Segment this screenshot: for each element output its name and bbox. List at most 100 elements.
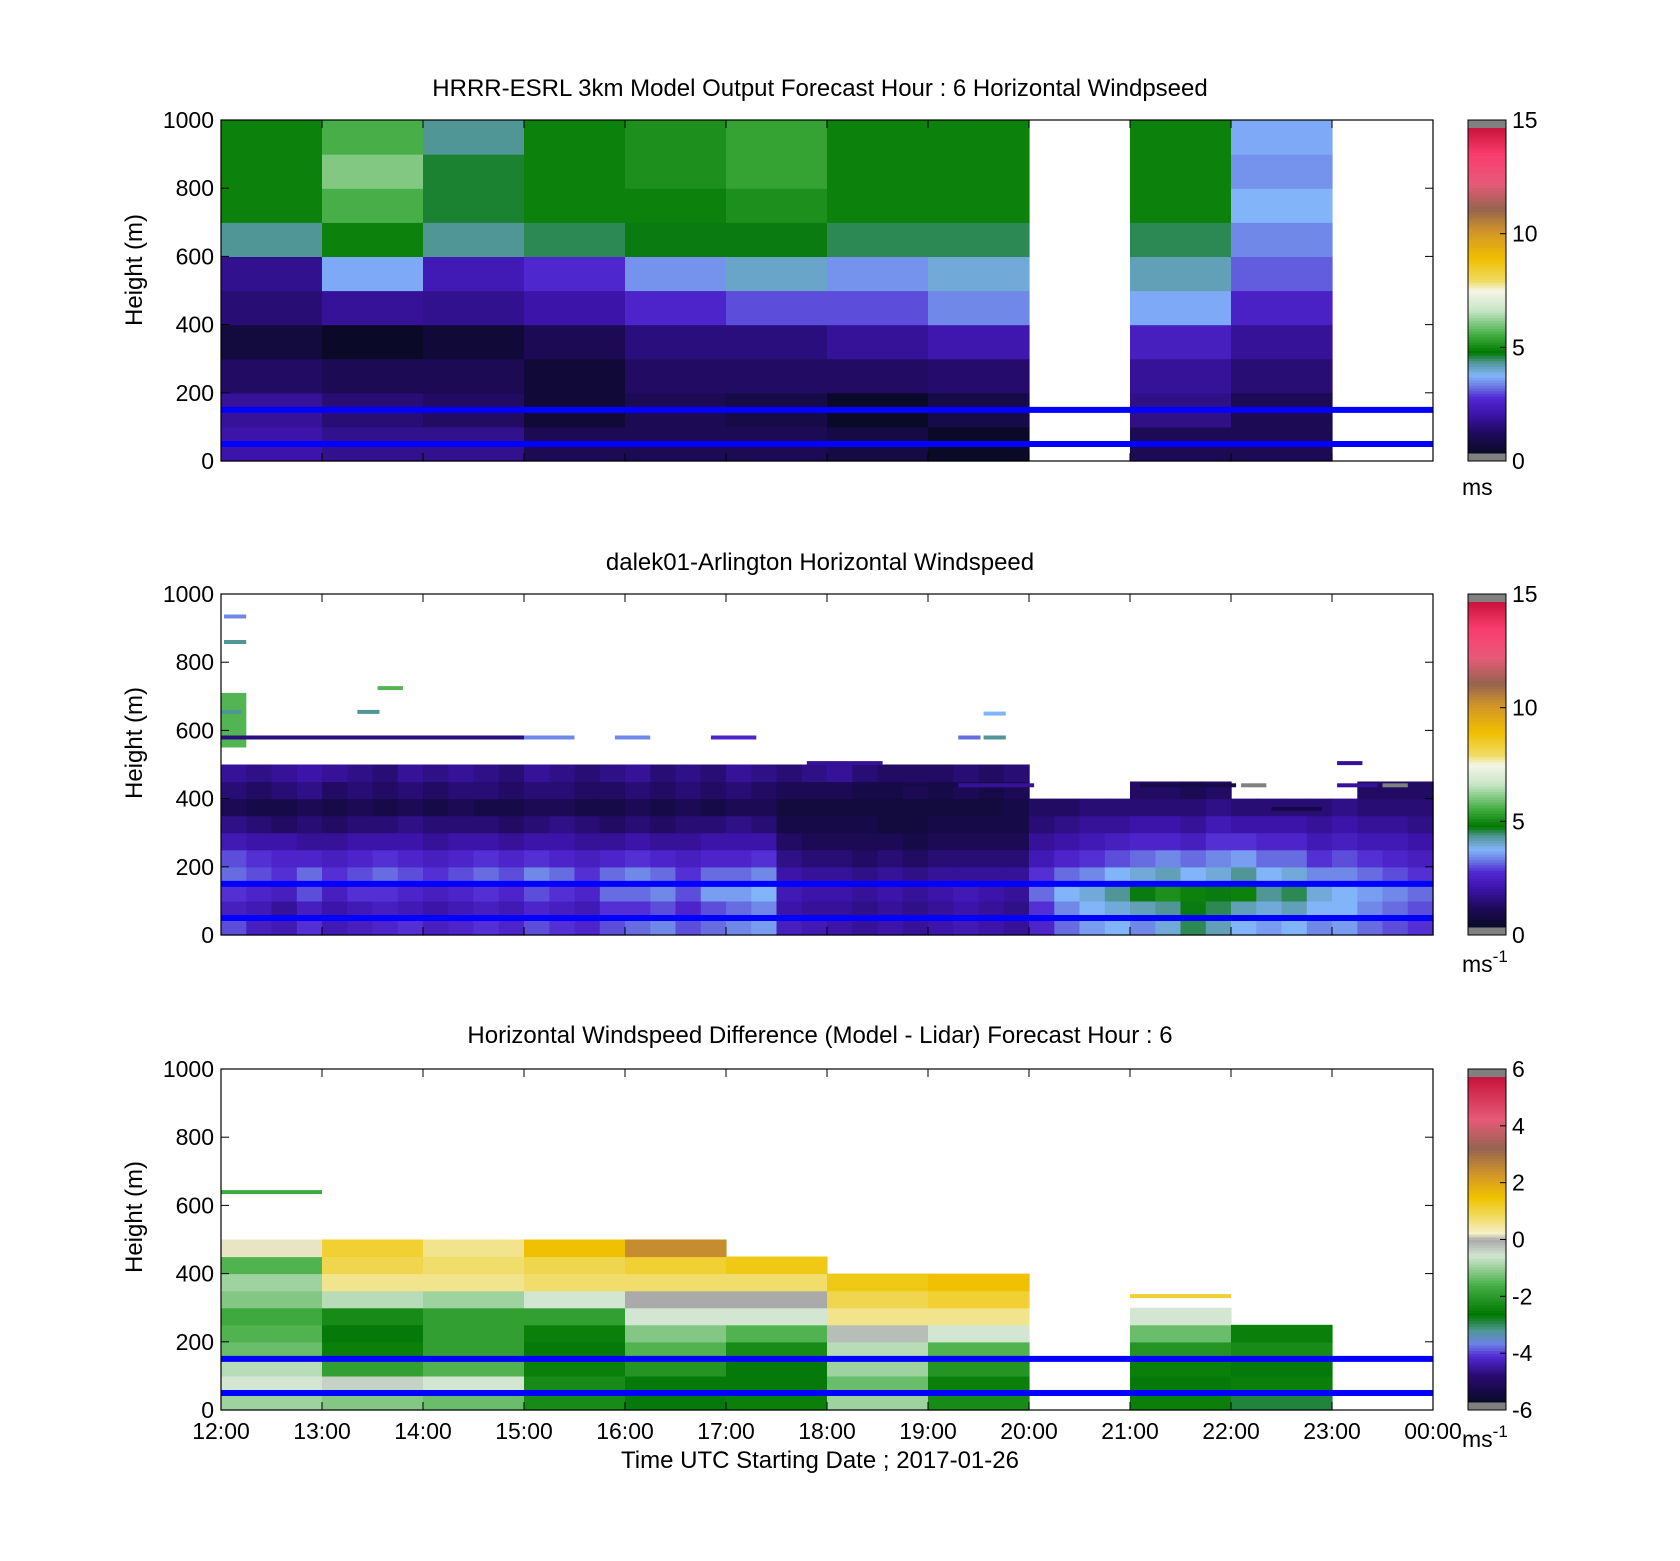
heatmap-cell bbox=[1130, 120, 1232, 155]
colorbar-tick-label: 15 bbox=[1512, 107, 1538, 133]
heatmap-cell bbox=[1281, 866, 1308, 885]
heatmap-cell bbox=[296, 781, 323, 800]
heatmap-cell bbox=[524, 1307, 626, 1326]
y-tick-label: 400 bbox=[176, 786, 214, 812]
colorbar-swatch bbox=[1468, 1374, 1506, 1379]
colorbar-swatch bbox=[1468, 157, 1506, 161]
colorbar-swatch bbox=[1468, 694, 1506, 698]
heatmap-cell bbox=[751, 866, 778, 885]
colorbar-swatch bbox=[1468, 1345, 1506, 1349]
heatmap-cell bbox=[1054, 849, 1081, 868]
colorbar-swatch bbox=[1468, 1358, 1506, 1362]
panel-diff-xlabel: Time UTC Starting Date ; 2017-01-26 bbox=[621, 1447, 1019, 1474]
colorbar-swatch bbox=[1468, 187, 1506, 191]
colorbar-swatch bbox=[1468, 872, 1506, 877]
heatmap-cell bbox=[322, 1273, 424, 1292]
heatmap-cell bbox=[801, 900, 828, 919]
colorbar-swatch bbox=[1468, 908, 1506, 912]
heatmap-cell bbox=[625, 900, 651, 919]
heatmap-cell bbox=[1256, 832, 1283, 851]
colorbar-swatch bbox=[1468, 775, 1506, 779]
heatmap-cell bbox=[246, 798, 273, 817]
colorbar-swatch bbox=[1468, 889, 1506, 893]
heatmap-cell bbox=[473, 815, 500, 834]
heatmap-cell bbox=[751, 900, 778, 919]
colorbar-swatch bbox=[1468, 1385, 1506, 1389]
heatmap-cell bbox=[650, 918, 677, 936]
colorbar-swatch bbox=[1468, 133, 1506, 137]
colorbar-unit: ms bbox=[1462, 474, 1493, 500]
heatmap-cell bbox=[549, 798, 576, 817]
colorbar-swatch bbox=[1468, 260, 1506, 264]
colorbar-swatch bbox=[1468, 344, 1506, 348]
heatmap-cell bbox=[322, 1375, 424, 1394]
colorbar-unit-exponent: -1 bbox=[1493, 947, 1508, 966]
heatmap-cell bbox=[675, 815, 702, 834]
x-tick-label: 23:00 bbox=[1303, 1418, 1361, 1444]
colorbar-swatch bbox=[1468, 222, 1506, 226]
heatmap-cell bbox=[1382, 849, 1409, 868]
heatmap-cell bbox=[524, 1239, 626, 1258]
heatmap-cell bbox=[650, 798, 677, 817]
heatmap-cell bbox=[498, 798, 525, 817]
heatmap-cell bbox=[524, 120, 626, 155]
colorbar-swatch bbox=[1468, 1133, 1506, 1138]
colorbar-swatch bbox=[1468, 910, 1506, 914]
y-tick-label: 200 bbox=[176, 1329, 214, 1355]
colorbar-swatch bbox=[1468, 423, 1506, 427]
heatmap-cell bbox=[1205, 832, 1232, 851]
heatmap-cell bbox=[1130, 358, 1232, 394]
heatmap-cell bbox=[549, 900, 576, 919]
heatmap-cell bbox=[498, 900, 525, 919]
colorbar-swatch bbox=[1468, 1152, 1506, 1157]
heatmap-cell bbox=[726, 1393, 828, 1411]
colorbar-swatch bbox=[1468, 1228, 1506, 1232]
colorbar-swatch bbox=[1468, 1320, 1506, 1324]
colorbar-swatch bbox=[1468, 661, 1506, 665]
heatmap-cell bbox=[221, 1273, 323, 1292]
colorbar-swatch bbox=[1468, 1204, 1506, 1208]
heatmap-cell bbox=[928, 866, 954, 885]
heatmap-cell bbox=[246, 832, 273, 851]
heatmap-cell bbox=[650, 900, 677, 919]
colorbar-swatch bbox=[1468, 813, 1506, 817]
heatmap-cell bbox=[827, 866, 853, 885]
y-tick-label: 0 bbox=[201, 922, 214, 948]
heatmap-cell bbox=[801, 883, 828, 902]
colorbar-swatch bbox=[1468, 691, 1506, 695]
colorbar-swatch bbox=[1468, 840, 1506, 844]
heatmap-cell bbox=[524, 358, 626, 394]
colorbar-swatch bbox=[1468, 439, 1506, 443]
heatmap-cell bbox=[902, 918, 929, 936]
heatmap-cell bbox=[625, 883, 651, 902]
heatmap-cell bbox=[1130, 849, 1156, 868]
heatmap-cell bbox=[524, 798, 550, 817]
colorbar-swatch bbox=[1468, 1098, 1506, 1102]
heatmap-cell bbox=[1256, 849, 1283, 868]
colorbar-swatch bbox=[1468, 341, 1506, 346]
heatmap-cell bbox=[296, 900, 323, 919]
heatmap-cell bbox=[221, 832, 247, 851]
colorbar-swatch bbox=[1468, 623, 1506, 627]
heatmap-cell bbox=[221, 764, 247, 783]
heatmap-cell bbox=[423, 832, 449, 851]
heatmap-cell bbox=[953, 798, 980, 817]
colorbar-swatch bbox=[1468, 160, 1506, 164]
heatmap-cell bbox=[1130, 256, 1232, 292]
colorbar-swatch bbox=[1468, 642, 1506, 646]
colorbar-swatch bbox=[1468, 921, 1506, 925]
heatmap-cell bbox=[549, 781, 576, 800]
heatmap-cell bbox=[322, 1324, 424, 1343]
colorbar-swatch bbox=[1468, 295, 1506, 300]
panel-diff-plot: 0 200 400 600 800 1000 12:00 13:00 14:00 15:00 16:… bbox=[163, 1056, 1533, 1452]
colorbar-tick-label: -6 bbox=[1512, 1397, 1532, 1423]
heatmap-cell bbox=[246, 764, 273, 783]
heatmap-cell bbox=[1357, 798, 1384, 817]
colorbar-swatch bbox=[1468, 412, 1506, 416]
heatmap-cell bbox=[1407, 849, 1434, 868]
heatmap-cell bbox=[1205, 849, 1232, 868]
heatmap-cell bbox=[473, 849, 500, 868]
heatmap-cell bbox=[271, 798, 298, 817]
heatmap-cell bbox=[322, 866, 348, 885]
heatmap-cell bbox=[524, 832, 550, 851]
